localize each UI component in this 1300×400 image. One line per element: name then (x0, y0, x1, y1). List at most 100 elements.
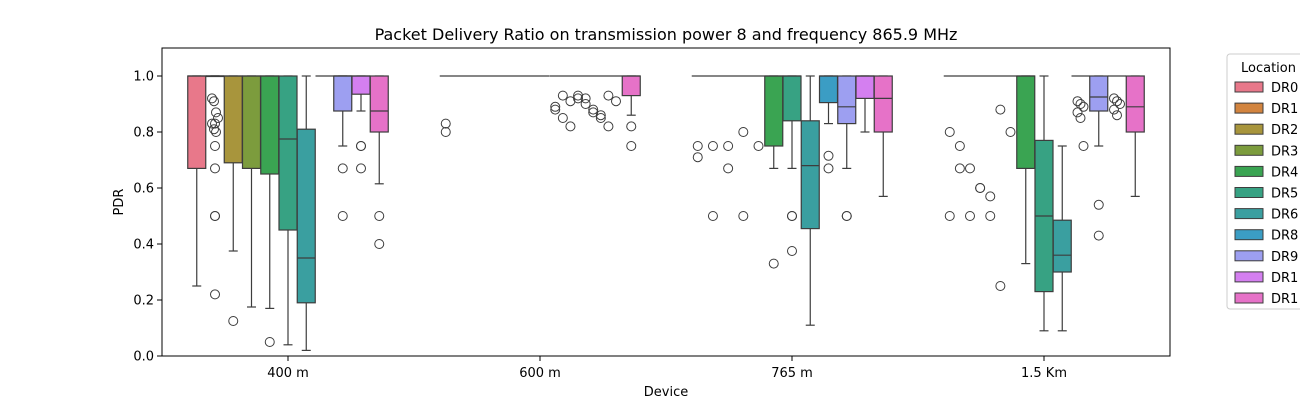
outlier-point (595, 110, 606, 121)
legend-swatch (1234, 208, 1264, 220)
box-dr1 (369, 75, 389, 133)
legend-swatch (1234, 165, 1264, 177)
outlier-point (210, 211, 220, 221)
legend-label: DR3 (1271, 144, 1298, 159)
box-dr9 (1089, 75, 1109, 112)
legend-title: Location (1241, 61, 1296, 76)
outlier-point (210, 163, 220, 174)
outlier-point (692, 152, 703, 163)
y-tick-label: 0.8 (133, 126, 154, 141)
outlier-point (944, 211, 955, 221)
box-dr1 (855, 75, 875, 99)
y-axis-label: PDR (112, 189, 127, 216)
outlier-point (738, 127, 749, 137)
box-dr1 (873, 75, 893, 133)
outlier-point (374, 211, 385, 221)
outlier-point (565, 121, 576, 132)
box-dr4 (1016, 75, 1036, 170)
box-dr5 (278, 75, 298, 231)
box-dr6 (1052, 219, 1072, 273)
outlier-point (723, 163, 734, 174)
outlier-point (210, 118, 220, 129)
legend-swatch (1234, 187, 1264, 198)
y-tick-label: 1.0 (133, 70, 154, 85)
legend-swatch (1234, 102, 1264, 114)
outlier-point (626, 141, 637, 151)
outlier-point (707, 211, 718, 221)
box-dr6 (800, 120, 820, 230)
outlier-point (965, 211, 975, 221)
outlier-point (768, 258, 779, 269)
outlier-point (753, 141, 764, 151)
outlier-point (823, 150, 834, 161)
outlier-point (611, 96, 621, 107)
outlier-point (207, 93, 217, 104)
outlier-point (603, 90, 614, 101)
legend-label: DR6 (1271, 208, 1298, 223)
outlier-point (440, 118, 451, 129)
box-dr5 (782, 75, 802, 122)
outlier-point (580, 99, 591, 109)
box-dr6 (296, 128, 316, 304)
outlier-point (1072, 107, 1083, 118)
legend-frame (1226, 53, 1300, 310)
y-tick-label: 0.6 (133, 182, 154, 197)
y-tick-label: 0.2 (133, 294, 154, 309)
x-tick-label: 600 m (519, 366, 561, 381)
x-tick-label: 400 m (267, 366, 309, 381)
y-tick-label: 0.4 (133, 238, 154, 253)
outlier-point (209, 124, 219, 135)
outlier-point (1005, 127, 1016, 137)
outlier-point (264, 337, 275, 347)
outlier-point (209, 96, 219, 107)
outlier-point (211, 127, 221, 137)
box-dr0 (187, 75, 207, 170)
outlier-point (440, 127, 451, 137)
legend-label: DR1 (1271, 292, 1298, 307)
box-dr9 (333, 75, 353, 112)
box-dr1 (1125, 75, 1145, 133)
outlier-point (707, 141, 718, 151)
outlier-point (210, 289, 220, 300)
outlier-point (550, 101, 561, 112)
outlier-point (787, 246, 797, 256)
box-dr4 (260, 75, 280, 175)
outlier-point (603, 121, 614, 132)
box-marks (187, 75, 1145, 351)
outlier-point (573, 93, 584, 104)
outlier-point (573, 90, 584, 101)
outlier-point (210, 141, 220, 151)
outlier-point (985, 191, 996, 202)
outlier-point (588, 104, 599, 115)
legend-swatch (1234, 250, 1264, 262)
outlier-point (211, 107, 221, 118)
outlier-point (557, 113, 568, 123)
outlier-point (595, 113, 606, 123)
legend-label: DR8 (1271, 229, 1298, 244)
outlier-point (565, 96, 576, 107)
outlier-point (738, 211, 749, 221)
legend-label: DR4 (1271, 165, 1298, 180)
legend-label: DR2 (1271, 123, 1298, 138)
legend-swatch (1234, 123, 1264, 135)
legend-label: DR1 (1271, 271, 1298, 286)
outlier-point (954, 141, 965, 151)
x-tick-label: 1.5 Km (1021, 366, 1067, 381)
outlier-point (213, 113, 223, 123)
plot-area (161, 47, 1171, 357)
outlier-point (1075, 113, 1086, 123)
outlier-point (550, 104, 561, 115)
outlier-point (626, 121, 637, 132)
outlier-point (1078, 141, 1089, 151)
outlier-point (1112, 110, 1122, 121)
legend-label: DR5 (1271, 187, 1298, 202)
outlier-point (337, 211, 348, 221)
legend-label: DR0 (1271, 81, 1298, 96)
box-dr2 (223, 75, 243, 164)
box-dr9 (837, 75, 857, 125)
outlier-point (580, 93, 591, 104)
outlier-point (723, 141, 734, 151)
legend-swatch (1234, 292, 1264, 304)
outlier-point (356, 141, 366, 151)
